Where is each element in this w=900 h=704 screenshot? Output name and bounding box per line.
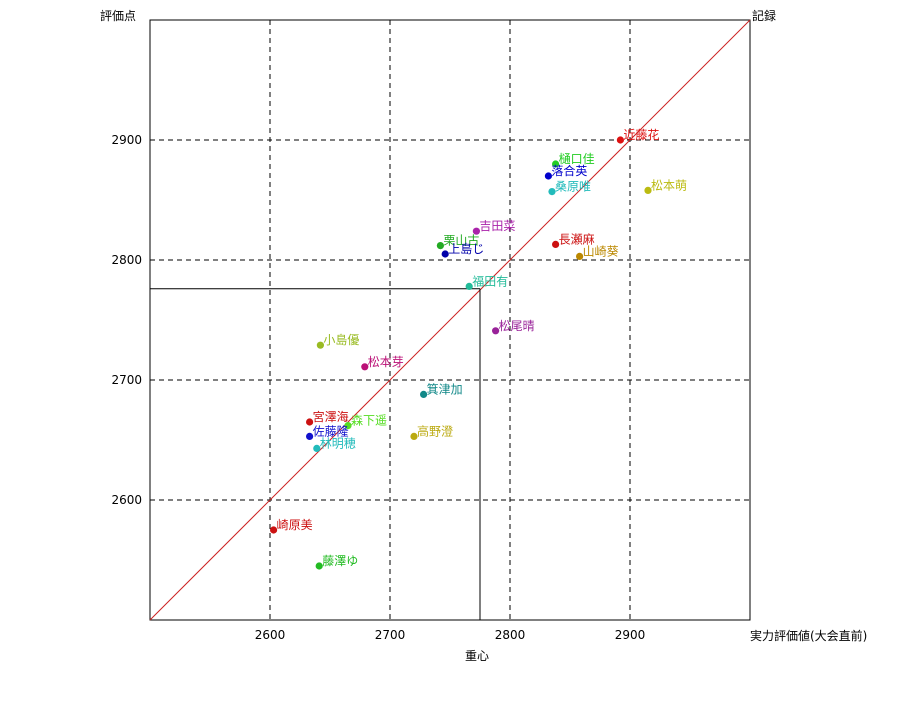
data-point: 箕津加 xyxy=(420,382,463,398)
point-marker xyxy=(544,172,553,180)
data-point: 山崎葵 xyxy=(576,244,619,260)
centroid-lines xyxy=(150,288,481,620)
data-point: 福田有 xyxy=(465,273,508,290)
y-tick-label: 2900 xyxy=(111,133,142,147)
point-marker xyxy=(316,341,324,349)
point-label: 上島じ xyxy=(448,241,484,256)
top-right-label: 記録 xyxy=(752,8,776,23)
x-axis-title: 実力評価値(大会直前) xyxy=(750,628,867,643)
point-label: 藤澤ゆ xyxy=(322,554,358,568)
point-label: 近藤花 xyxy=(623,127,659,142)
point-marker xyxy=(436,242,444,250)
point-label: 落合英 xyxy=(551,163,587,178)
x-tick-label: 2900 xyxy=(615,628,646,642)
data-point: 高野澄 xyxy=(410,423,453,440)
point-marker xyxy=(644,186,652,194)
point-marker xyxy=(420,390,428,398)
point-label: 栗山古 xyxy=(443,233,479,248)
point-marker xyxy=(361,363,369,371)
point-label: 森下遥 xyxy=(351,413,387,428)
point-label: 桑原唯 xyxy=(555,180,591,194)
x-tick-label: 2600 xyxy=(255,628,286,642)
point-marker xyxy=(410,432,418,440)
y-tick-label: 2800 xyxy=(111,253,142,267)
data-point: 松尾晴 xyxy=(492,319,535,335)
data-point: 上島じ xyxy=(441,241,484,258)
point-marker xyxy=(552,160,560,168)
point-label: 箕津加 xyxy=(427,382,463,396)
diagonal-reference-line xyxy=(149,19,751,621)
data-point: 崎原美 xyxy=(270,518,313,534)
data-point: 小島優 xyxy=(316,332,359,349)
point-marker xyxy=(465,282,473,290)
point-marker xyxy=(552,240,560,248)
point-marker xyxy=(472,227,480,235)
point-label: 林明穂 xyxy=(320,436,356,450)
point-label: 樋口佳 xyxy=(559,151,595,166)
data-point: 宮澤海 xyxy=(306,409,349,426)
point-marker xyxy=(441,250,449,258)
data-point: 栗山古 xyxy=(436,233,479,250)
data-point: 桑原唯 xyxy=(548,180,591,196)
data-point: 佐藤隆 xyxy=(306,423,349,440)
data-point: 長瀬麻 xyxy=(552,231,595,248)
y-tick-label: 2700 xyxy=(111,373,142,387)
point-label: 崎原美 xyxy=(277,518,313,532)
point-marker xyxy=(313,444,321,452)
point-marker xyxy=(492,327,500,335)
point-label: 高野澄 xyxy=(417,423,453,438)
point-label: 松尾晴 xyxy=(499,319,535,333)
data-point: 樋口佳 xyxy=(552,151,595,168)
y-axis-title: 評価点 xyxy=(100,8,136,23)
data-point: 林明穂 xyxy=(313,436,356,452)
point-marker xyxy=(306,432,314,440)
point-label: 長瀬麻 xyxy=(559,231,595,246)
point-label: 小島優 xyxy=(323,332,359,347)
point-marker xyxy=(306,418,314,426)
point-marker xyxy=(315,562,323,570)
grid-lines xyxy=(150,20,750,620)
point-label: 松本萌 xyxy=(651,178,687,192)
data-point: 落合英 xyxy=(544,163,587,180)
plot-frame xyxy=(149,19,751,621)
point-marker xyxy=(344,422,352,430)
point-marker xyxy=(270,526,278,534)
x-tick-label: 2800 xyxy=(495,628,526,642)
point-label: 宮澤海 xyxy=(313,409,349,424)
point-label: 福田有 xyxy=(472,273,508,288)
data-point: 藤澤ゆ xyxy=(315,554,358,570)
x-tick-label: 2700 xyxy=(375,628,406,642)
data-point: 松本芽 xyxy=(361,355,404,371)
point-marker xyxy=(548,188,556,196)
point-label: 佐藤隆 xyxy=(313,423,349,438)
data-point: 森下遥 xyxy=(344,413,387,430)
data-point: 松本萌 xyxy=(644,178,687,194)
tick-labels: 2600 2700 2800 2900 2600 2700 2800 2900 xyxy=(111,133,645,642)
centroid-label: 重心 xyxy=(465,649,489,663)
point-marker xyxy=(576,252,584,260)
point-label: 松本芽 xyxy=(368,355,404,369)
data-point: 吉田菜 xyxy=(472,219,515,235)
data-point: 近藤花 xyxy=(616,127,659,144)
point-label: 山崎葵 xyxy=(583,244,619,258)
point-marker xyxy=(616,136,625,144)
y-tick-label: 2600 xyxy=(111,493,142,507)
point-label: 吉田菜 xyxy=(479,219,515,233)
diagonal-line xyxy=(149,19,751,621)
